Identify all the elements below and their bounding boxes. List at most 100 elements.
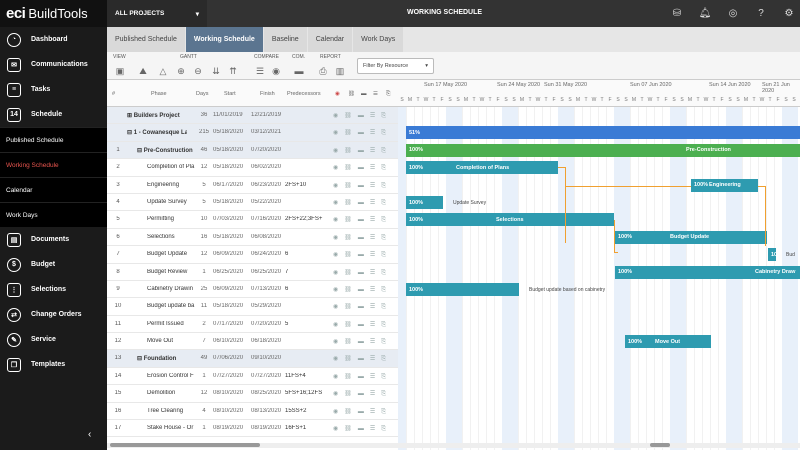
- row-phase[interactable]: Demolition: [147, 390, 176, 397]
- col-phase[interactable]: Phase: [151, 91, 167, 97]
- expand-all-icon[interactable]: ⇊: [212, 65, 220, 76]
- row-action-icons[interactable]: ◉⛓▬☰⎘: [333, 252, 393, 259]
- gantt-bar[interactable]: 100% Pre-Construction: [406, 143, 800, 157]
- row-action-icons[interactable]: ◉⛓▬☰⎘: [333, 339, 393, 346]
- row-action-icons[interactable]: ◉⛓▬☰⎘: [333, 286, 393, 293]
- col-eye-icon[interactable]: ◉: [335, 91, 340, 97]
- row-action-icons[interactable]: ◉⛓▬☰⎘: [333, 113, 393, 119]
- row-phase[interactable]: Cabinetry Drawin: [147, 285, 194, 292]
- col-start[interactable]: Start: [224, 91, 236, 97]
- col-finish[interactable]: Finish: [260, 91, 275, 97]
- comment-icon[interactable]: ▬: [294, 66, 304, 76]
- nav-templates[interactable]: ❐ Templates: [0, 352, 107, 377]
- row-phase[interactable]: Selections: [147, 233, 175, 240]
- table-row[interactable]: 8 Budget Review 1 06/25/2020 06/25/2020 …: [107, 264, 398, 281]
- gantt-scroll-thumb[interactable]: [650, 443, 670, 447]
- table-row[interactable]: 4 Update Survey 5 05/18/2020 05/22/2020 …: [107, 194, 398, 212]
- table-row[interactable]: 6 Selections 16 05/18/2020 06/08/2020 ◉⛓…: [107, 229, 398, 247]
- nav-documents[interactable]: ▤ Documents: [0, 227, 107, 252]
- row-action-icons[interactable]: ◉⛓▬☰⎘: [333, 356, 393, 363]
- nav-change-orders[interactable]: ⇄ Change Orders: [0, 302, 107, 327]
- col-attach-icon[interactable]: ⎘: [386, 91, 391, 97]
- table-row[interactable]: ⊟ 1 - Cowanesque Lake 215 05/18/2020 03/…: [107, 124, 398, 142]
- gantt-bar[interactable]: 100% Completion of Plans: [406, 161, 558, 175]
- table-row[interactable]: 13 ⊟ Foundation 49 07/06/2020 09/10/2020…: [107, 350, 398, 368]
- gantt-bar[interactable]: 100%: [406, 283, 519, 296]
- col-comment-icon[interactable]: ▬: [361, 91, 367, 97]
- nav-work-days[interactable]: Work Days: [0, 202, 107, 227]
- export-icon[interactable]: ▥: [335, 65, 345, 76]
- row-phase[interactable]: Tree Clearing: [147, 407, 184, 414]
- gantt-bar[interactable]: 100% Cabinetry Draw: [615, 265, 800, 279]
- row-phase[interactable]: Engineering: [147, 181, 180, 188]
- tab-calendar[interactable]: Calendar: [307, 27, 353, 52]
- row-action-icons[interactable]: ◉⛓▬☰⎘: [333, 391, 393, 398]
- table-row[interactable]: 9 Cabinetry Drawin 25 06/09/2020 07/13/2…: [107, 281, 398, 299]
- user-icon[interactable]: ◎: [728, 7, 738, 19]
- table-row[interactable]: 14 Erosion Control F 1 07/27/2020 07/27/…: [107, 368, 398, 386]
- row-phase[interactable]: ⊟ 1 - Cowanesque Lake: [127, 130, 187, 137]
- col-num[interactable]: #: [112, 91, 116, 97]
- tab-working-schedule[interactable]: Working Schedule: [185, 27, 263, 52]
- row-phase[interactable]: Budget Update: [147, 251, 188, 258]
- nav-calendar[interactable]: Calendar: [0, 177, 107, 202]
- nav-selections[interactable]: ⋮ Selections: [0, 277, 107, 302]
- nav-working-schedule[interactable]: Working Schedule: [0, 152, 107, 177]
- row-action-icons[interactable]: ◉⛓▬☰⎘: [333, 217, 393, 224]
- table-row[interactable]: 16 Tree Clearing 4 08/10/2020 08/13/2020…: [107, 403, 398, 421]
- row-action-icons[interactable]: ◉⛓▬☰⎘: [333, 304, 393, 311]
- table-row[interactable]: 17 Stake House - Or 1 08/19/2020 08/19/2…: [107, 420, 398, 438]
- table-row[interactable]: 7 Budget Update 12 06/09/2020 06/24/2020…: [107, 246, 398, 264]
- nav-schedule[interactable]: 14 Schedule: [0, 102, 107, 127]
- table-row[interactable]: 1 ⊟ Pre-Construction 46 05/18/2020 07/20…: [107, 141, 398, 160]
- compare-list-icon[interactable]: ☰: [255, 65, 265, 76]
- grid-scroll-thumb[interactable]: [110, 443, 260, 447]
- eye-icon[interactable]: ◉: [272, 65, 280, 76]
- nav-published-schedule[interactable]: Published Schedule: [0, 127, 107, 152]
- col-predecessors[interactable]: Predecessors: [287, 91, 321, 97]
- table-row[interactable]: 12 Move Out 7 06/10/2020 06/18/2020 ◉⛓▬☰…: [107, 333, 398, 351]
- row-phase[interactable]: Budget update ba: [147, 303, 195, 310]
- horizontal-scrollbar[interactable]: [107, 443, 800, 448]
- table-row[interactable]: ⊞ Builders Project 36 11/01/2019 12/21/2…: [107, 107, 398, 125]
- col-notes-icon[interactable]: ☰: [373, 91, 378, 97]
- gantt-bar[interactable]: 100% Selections: [406, 213, 614, 227]
- project-selector[interactable]: ALL PROJECTS ▾: [107, 0, 207, 27]
- gantt-bar[interactable]: 100% Move Out: [625, 335, 711, 349]
- nav-communications[interactable]: ✉ Communications: [0, 52, 107, 77]
- row-action-icons[interactable]: ◉⛓▬☰⎘: [333, 426, 393, 433]
- mountain-icon[interactable]: ⛰: [139, 65, 147, 76]
- row-phase[interactable]: Permit Issued: [147, 320, 184, 327]
- table-row[interactable]: 15 Demolition 12 08/10/2020 08/25/2020 5…: [107, 385, 398, 403]
- gantt-bar[interactable]: 100% Budget Update: [615, 230, 767, 244]
- table-row[interactable]: 10 Budget update ba 11 05/18/2020 05/29/…: [107, 298, 398, 316]
- row-action-icons[interactable]: ◉⛓▬☰⎘: [333, 165, 393, 172]
- collapse-all-icon[interactable]: ⇈: [229, 65, 237, 76]
- table-row[interactable]: 2 Completion of Pla 12 05/18/2020 06/02/…: [107, 159, 398, 177]
- row-phase[interactable]: ⊟ Foundation: [137, 356, 177, 363]
- row-phase[interactable]: Move Out: [147, 338, 174, 345]
- nav-tasks[interactable]: ≡ Tasks: [0, 77, 107, 102]
- gantt-bar[interactable]: 100%: [406, 196, 443, 209]
- row-phase[interactable]: ⊟ Pre-Construction: [137, 147, 193, 154]
- row-action-icons[interactable]: ◉⛓▬☰⎘: [333, 147, 393, 154]
- row-action-icons[interactable]: ◉⛓▬☰⎘: [333, 408, 393, 415]
- row-phase[interactable]: Budget Review: [147, 268, 188, 275]
- row-action-icons[interactable]: ◉⛓▬☰⎘: [333, 234, 393, 241]
- row-phase[interactable]: Stake House - Or: [147, 425, 194, 432]
- bell-icon[interactable]: 🔔︎: [698, 7, 712, 19]
- col-days[interactable]: Days: [196, 91, 209, 97]
- nav-service[interactable]: ✎ Service: [0, 327, 107, 352]
- row-action-icons[interactable]: ◉⛓▬☰⎘: [333, 373, 393, 380]
- collapse-sidebar-icon[interactable]: ‹: [88, 429, 92, 440]
- row-phase[interactable]: Erosion Control F: [147, 372, 194, 379]
- gantt-bar[interactable]: 51%: [406, 126, 800, 140]
- row-phase[interactable]: Permitting: [147, 216, 175, 223]
- row-action-icons[interactable]: ◉⛓▬☰⎘: [333, 269, 393, 276]
- print-icon[interactable]: ⎙: [319, 65, 327, 76]
- triangle-icon[interactable]: △: [159, 65, 167, 76]
- gift-icon[interactable]: ⛁: [672, 7, 682, 19]
- filter-by-resource-select[interactable]: Filter By Resource ▾: [357, 58, 434, 74]
- row-action-icons[interactable]: ◉⛓▬☰⎘: [333, 130, 393, 137]
- nav-budget[interactable]: $ Budget: [0, 252, 107, 277]
